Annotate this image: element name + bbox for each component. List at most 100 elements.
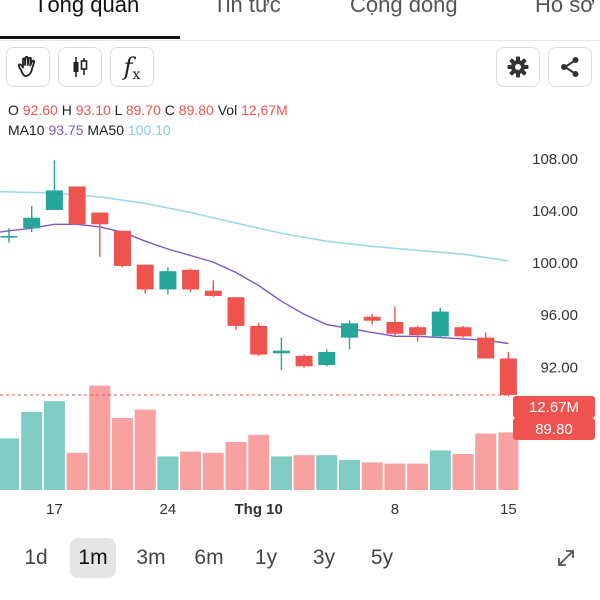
volume-bar [498,432,519,490]
volume-badge-text: 12.67M [529,399,579,416]
volume-bar [361,462,383,490]
ma50-label: MA50 [87,122,124,138]
volume-bars [0,385,519,490]
candlesticks [0,160,517,397]
volume-bar [339,460,360,490]
candle-body [341,323,358,338]
hand-draw-icon [17,55,36,77]
settings-button[interactable] [496,47,540,87]
volume-bar [248,434,270,490]
candle-body [136,264,154,290]
volume-bar [293,455,315,490]
volume-bar [270,456,292,490]
volume-bar [43,401,65,490]
open-value: 92.60 [22,102,58,118]
candle-body [68,186,86,225]
ma50-value: 100.10 [127,122,171,138]
candle-body [295,355,313,367]
ma10-value: 93.75 [48,122,84,138]
tab-community[interactable]: Cộng đồng [350,0,458,17]
candle-body [250,325,268,355]
x-tick-label: 24 [160,501,177,518]
ma10-label: MA10 [8,122,45,138]
gear-icon [507,56,529,78]
candle-body [0,236,18,238]
tab-news[interactable]: Tin tức [213,0,281,17]
candle-body [272,350,290,354]
ma10-line [0,223,509,345]
volume-bar [429,450,451,490]
expand-icon [558,550,574,566]
function-fx-icon: fx [123,53,141,83]
x-axis-labels: 17 24 Thg 10 8 15 [46,501,517,518]
range-1y-button[interactable]: 1y [254,546,278,569]
candle-body [159,271,177,290]
y-tick-label: 104.00 [532,203,578,220]
x-tick-label: 8 [391,501,399,518]
range-6m-button[interactable]: 6m [194,546,224,569]
x-tick-label: Thg 10 [235,501,283,518]
range-5y-button[interactable]: 5y [370,546,394,569]
volume-bar [112,418,133,490]
fx-x: x [132,67,141,83]
high-label: H [61,102,72,118]
candle-body [45,190,63,210]
volume-value: 12,67M [241,102,288,118]
candle-body [454,327,472,337]
volume-bar [157,456,179,490]
volume-bar [21,412,43,490]
y-tick-label: 100.00 [532,255,578,272]
fullscreen-button[interactable] [552,542,580,574]
range-3m-button[interactable]: 3m [136,546,166,569]
volume-bar [452,454,474,490]
candle-body [318,351,336,365]
price-badge-text: 89.80 [535,421,573,438]
draw-tool-button[interactable] [6,47,50,87]
volume-bar [0,438,19,490]
close-value: 89.80 [178,102,214,118]
volume-badge: 12.67M [513,396,595,418]
share-button[interactable] [548,47,592,87]
volume-bar [202,452,224,490]
candle-body [363,316,381,321]
range-1m-button[interactable]: 1m [70,538,116,578]
candle-body [386,322,404,334]
volume-bar [134,409,156,490]
top-tabs: Tổng quan Tin tức Cộng đồng Hồ sơ [0,0,600,41]
fx-f: f [123,53,133,81]
candle-body [431,311,449,337]
volume-bar [66,452,88,490]
x-tick-label: 15 [500,501,517,518]
ma-legend: MA10 93.75 MA50 100.10 [8,122,171,138]
volume-label: Vol [217,102,238,118]
y-tick-label: 96.00 [540,307,578,324]
candle-body [227,297,245,326]
tab-profile[interactable]: Hồ sơ [535,0,595,17]
volume-bar [89,385,111,490]
volume-bar [180,451,202,490]
time-range-selector: 1d 1m 3m 6m 1y 3y 5y [0,538,600,582]
open-label: O [8,102,19,118]
chart-type-button[interactable] [58,47,102,87]
candle-body [477,337,495,359]
indicators-button[interactable]: fx [110,47,154,87]
ohlc-legend: O 92.60 H 93.10 L 89.70 C 89.80 Vol 12,6… [8,102,288,118]
candle-body [23,217,41,229]
tab-overview[interactable]: Tổng quan [34,0,140,17]
volume-bar [475,433,497,490]
volume-bar [316,455,338,490]
active-tab-indicator [0,36,180,39]
price-badge: 89.80 [513,418,595,440]
high-value: 93.10 [75,102,111,118]
candle-body [91,212,109,225]
ma50-line [0,190,509,262]
range-3y-button[interactable]: 3y [312,546,336,569]
candlestick-icon [73,57,88,77]
y-tick-label: 92.00 [540,359,578,376]
volume-bar [225,442,247,490]
range-1d-button[interactable]: 1d [24,546,48,569]
candle-body [409,327,427,336]
candle-body [204,290,222,296]
